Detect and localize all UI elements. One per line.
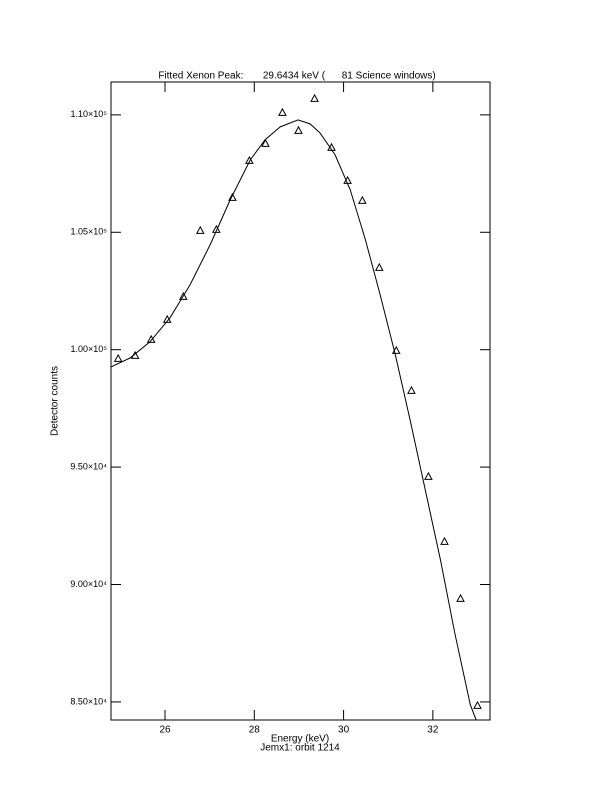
data-point <box>212 224 221 233</box>
x-tick-label: 30 <box>338 725 350 736</box>
x-tick-label: 26 <box>159 725 171 736</box>
plot-frame <box>110 81 491 721</box>
data-point <box>473 700 482 709</box>
data-point <box>407 385 416 394</box>
data-point <box>113 353 123 362</box>
data-point <box>228 192 237 201</box>
y-tick-label: 9.00×10⁴ <box>70 579 107 589</box>
y-tick-label: 8.50×10⁴ <box>70 696 107 706</box>
data-point <box>357 195 367 204</box>
y-tick-label: 1.00×10⁵ <box>70 344 107 354</box>
x-axis-sublabel: Jemx1: orbit 1214 <box>260 743 340 754</box>
fit-line <box>110 119 477 721</box>
data-point <box>456 593 465 602</box>
data-point <box>146 334 156 343</box>
y-tick-label: 1.10×10⁵ <box>70 109 107 119</box>
data-point <box>261 138 270 147</box>
x-tick-label: 28 <box>249 725 261 736</box>
y-tick-label: 9.50×10⁴ <box>70 461 107 471</box>
data-point <box>294 125 303 134</box>
data-point <box>278 107 287 116</box>
data-point <box>195 225 205 234</box>
data-point <box>440 536 449 545</box>
data-point <box>374 262 384 271</box>
data-point <box>424 471 433 480</box>
y-axis-label: Detector counts <box>50 366 61 436</box>
data-point <box>310 93 319 102</box>
chart-title: Fitted Xenon Peak: 29.6434 keV ( 81 Scie… <box>158 71 435 82</box>
y-tick-label: 1.05×10⁵ <box>70 227 107 237</box>
data-point <box>245 155 254 164</box>
data-point <box>130 350 140 359</box>
x-axis-label: Energy (keV) <box>271 734 329 745</box>
data-point <box>178 291 188 300</box>
x-tick-label: 32 <box>427 725 439 736</box>
